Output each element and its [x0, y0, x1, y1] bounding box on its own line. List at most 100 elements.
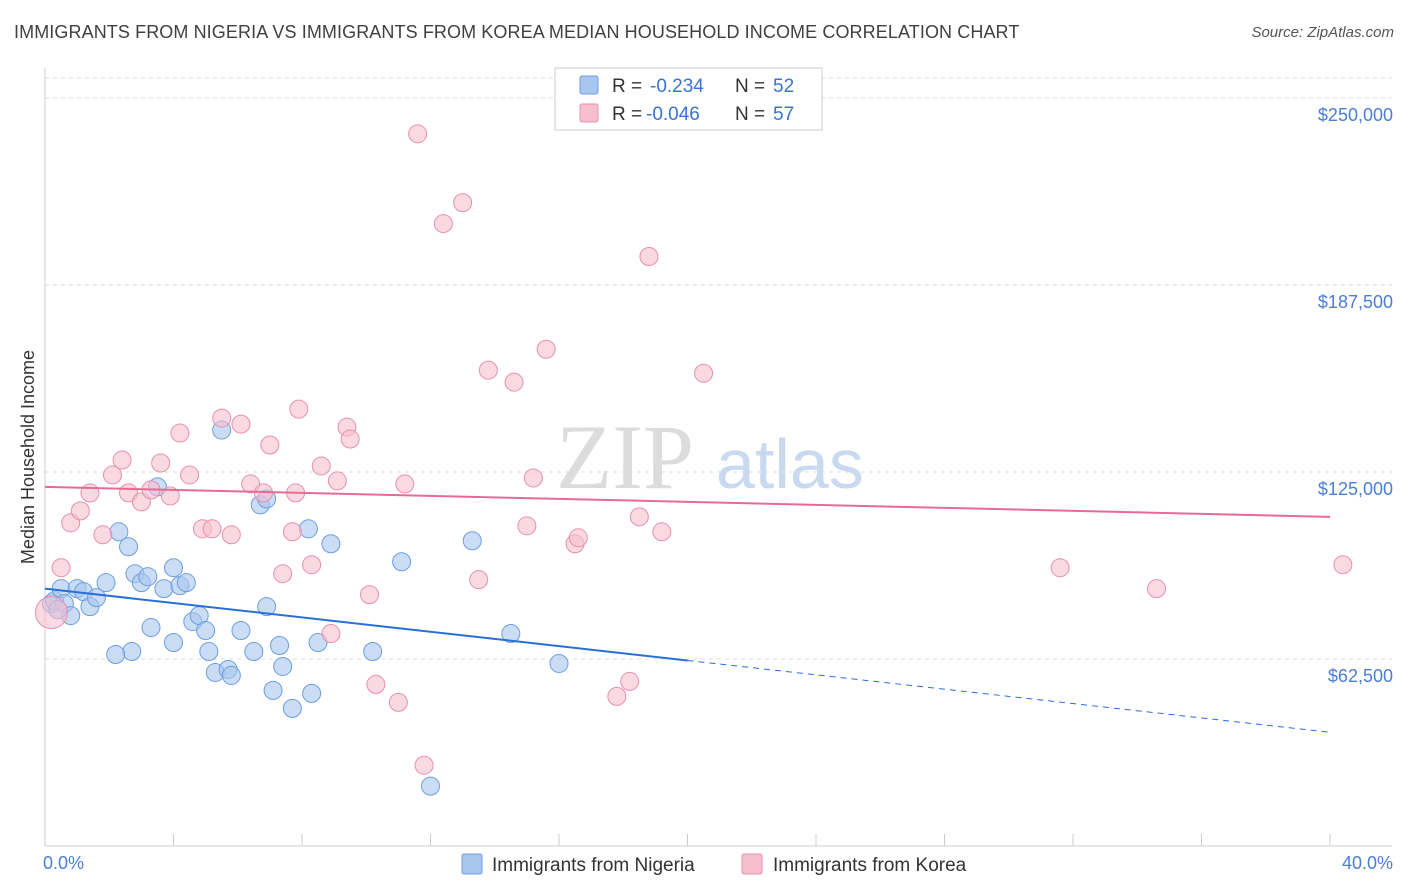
korea-point: [321, 624, 341, 644]
korea-point: [160, 486, 180, 506]
nigeria-point: [421, 776, 440, 796]
legend-n-label-nigeria: N =: [735, 76, 765, 97]
x-tick-marks: [44, 834, 1331, 846]
korea-point: [212, 408, 232, 428]
korea-point: [523, 468, 543, 488]
nigeria-point: [176, 573, 196, 593]
nigeria-point: [244, 641, 264, 661]
y-tick-label: $187,500: [1318, 292, 1393, 312]
korea-point: [231, 414, 251, 434]
korea-point: [433, 214, 453, 234]
korea-point: [260, 435, 280, 455]
gridlines: [45, 77, 1392, 660]
korea-point: [694, 363, 714, 383]
nigeria-point: [549, 653, 569, 673]
nigeria-trend-line-extrapolated: [687, 659, 1331, 733]
bottom-legend-label-korea: Immigrants from Korea: [773, 855, 967, 876]
nigeria-point: [196, 621, 216, 641]
nigeria-point: [138, 567, 158, 587]
korea-point: [359, 585, 379, 605]
korea-point: [469, 570, 489, 590]
nigeria-point: [263, 680, 283, 700]
nigeria-point: [298, 519, 318, 539]
korea-point: [395, 474, 415, 494]
y-axis-label: Median Household Income: [18, 350, 38, 564]
legend-swatch-nigeria: [579, 75, 599, 95]
korea-point: [652, 522, 672, 542]
korea-point: [302, 555, 322, 575]
watermark-zip: ZIP: [556, 406, 694, 508]
nigeria-point: [501, 624, 521, 644]
x-tick-label-max: 40.0%: [1342, 853, 1393, 873]
korea-point: [70, 501, 90, 521]
korea-trend-line: [44, 485, 1331, 518]
korea-point: [1147, 579, 1167, 599]
legend-r-label-korea: R =: [612, 104, 642, 125]
korea-point: [151, 453, 171, 473]
korea-point: [340, 429, 360, 449]
korea-point: [1333, 555, 1353, 575]
korea-point: [273, 564, 293, 584]
korea-point: [517, 516, 537, 536]
bottom-legend-swatch-korea: [741, 853, 763, 875]
bottom-legend-label-nigeria: Immigrants from Nigeria: [492, 855, 695, 876]
nigeria-point: [270, 636, 290, 656]
nigeria-point: [282, 698, 302, 718]
legend-r-label-nigeria: R =: [612, 76, 642, 97]
korea-point: [414, 755, 434, 775]
korea-point: [80, 483, 100, 503]
nigeria-point: [106, 644, 126, 664]
korea-point: [282, 522, 302, 542]
korea-point: [93, 525, 113, 545]
korea-point: [34, 596, 68, 630]
nigeria-point: [462, 531, 482, 551]
korea-point: [311, 456, 331, 476]
y-tick-label: $125,000: [1318, 479, 1393, 499]
nigeria-point: [164, 633, 183, 653]
korea-point: [639, 247, 659, 267]
bottom-legend: Immigrants from Nigeria Immigrants from …: [461, 853, 967, 876]
korea-point: [102, 465, 122, 485]
legend-swatch-korea: [579, 103, 599, 123]
nigeria-point: [221, 665, 241, 685]
korea-point: [629, 507, 649, 527]
nigeria-point: [392, 552, 412, 572]
nigeria-trend-line: [44, 587, 688, 662]
y-tick-label: $62,500: [1328, 666, 1393, 686]
y-tick-label: $250,000: [1318, 105, 1393, 125]
korea-point: [221, 525, 241, 545]
nigeria-point: [119, 537, 139, 557]
watermark: ZIP atlas: [556, 406, 864, 508]
korea-point: [202, 519, 222, 539]
x-tick-label-min: 0.0%: [43, 853, 84, 873]
korea-point: [51, 558, 71, 578]
legend-box: [554, 67, 823, 131]
bottom-legend-swatch-nigeria: [461, 853, 483, 875]
nigeria-point: [273, 656, 293, 676]
axes: [44, 68, 1392, 847]
legend-n-value-korea: 57: [773, 104, 794, 125]
korea-point: [504, 372, 524, 392]
nigeria-point: [154, 579, 174, 599]
korea-point: [289, 399, 309, 419]
legend-r-value-korea: -0.046: [646, 104, 700, 125]
nigeria-point: [257, 597, 277, 617]
korea-point: [408, 124, 428, 144]
korea-point: [453, 193, 473, 213]
korea-point: [568, 528, 588, 548]
korea-point: [112, 450, 132, 470]
nigeria-point: [231, 621, 251, 641]
nigeria-point: [122, 641, 142, 661]
nigeria-point: [164, 558, 183, 578]
chart-title: IMMIGRANTS FROM NIGERIA VS IMMIGRANTS FR…: [14, 22, 1020, 42]
legend-r-value-nigeria: -0.234: [650, 76, 704, 97]
korea-point: [366, 674, 386, 694]
nigeria-point: [321, 534, 341, 554]
y-tick-labels: $62,500 $125,000 $187,500 $250,000: [1318, 105, 1393, 686]
korea-point: [607, 686, 627, 706]
source-label: Source: ZipAtlas.com: [1251, 24, 1394, 41]
series-korea: [34, 124, 1353, 775]
korea-point: [1050, 558, 1070, 578]
legend-n-label-korea: N =: [735, 104, 765, 125]
